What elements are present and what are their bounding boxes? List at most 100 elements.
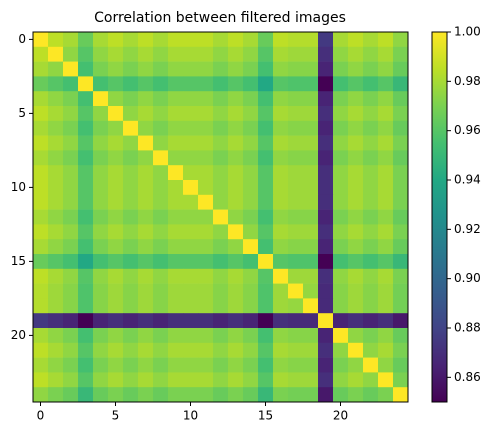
heatmap-cell bbox=[138, 180, 154, 196]
heatmap-cell bbox=[63, 239, 79, 255]
heatmap-cell bbox=[258, 254, 274, 270]
heatmap-cell bbox=[318, 313, 334, 329]
heatmap-cell bbox=[333, 61, 349, 77]
heatmap-cell bbox=[33, 239, 49, 255]
heatmap-cell bbox=[48, 165, 64, 181]
heatmap-cell bbox=[138, 342, 154, 358]
heatmap-cell bbox=[183, 342, 199, 358]
heatmap-cell bbox=[258, 61, 274, 77]
heatmap-cell bbox=[363, 165, 379, 181]
heatmap-cell bbox=[393, 180, 409, 196]
heatmap-cell bbox=[378, 268, 394, 284]
heatmap-cell bbox=[243, 239, 259, 255]
heatmap-cell bbox=[213, 239, 229, 255]
heatmap-cell bbox=[378, 254, 394, 270]
heatmap-cell bbox=[183, 61, 199, 77]
heatmap-cell bbox=[333, 283, 349, 299]
heatmap-cell bbox=[333, 268, 349, 284]
heatmap-cell bbox=[303, 342, 319, 358]
heatmap-cell bbox=[228, 342, 244, 358]
heatmap-cell bbox=[273, 283, 289, 299]
heatmap-cell bbox=[63, 372, 79, 388]
heatmap-cell bbox=[258, 46, 274, 62]
heatmap-cell bbox=[228, 209, 244, 225]
heatmap-cell bbox=[363, 328, 379, 344]
heatmap-cell bbox=[363, 268, 379, 284]
heatmap-cell bbox=[198, 120, 214, 136]
heatmap-cell bbox=[123, 387, 139, 403]
heatmap-cell bbox=[198, 46, 214, 62]
heatmap-cell bbox=[333, 46, 349, 62]
heatmap-cell bbox=[63, 209, 79, 225]
heatmap-cell bbox=[243, 328, 259, 344]
heatmap-cell bbox=[363, 180, 379, 196]
heatmap-cell bbox=[258, 224, 274, 240]
heatmap-cell bbox=[138, 209, 154, 225]
heatmap-cell bbox=[78, 165, 94, 181]
heatmap-cell bbox=[108, 180, 124, 196]
heatmap-cell bbox=[168, 298, 184, 314]
heatmap-cell bbox=[288, 342, 304, 358]
heatmap-cell bbox=[198, 61, 214, 77]
heatmap-cell bbox=[378, 46, 394, 62]
heatmap-cell bbox=[363, 209, 379, 225]
heatmap-cell bbox=[138, 76, 154, 92]
heatmap-cell bbox=[228, 239, 244, 255]
heatmap-cell bbox=[228, 298, 244, 314]
heatmap-cell bbox=[258, 209, 274, 225]
heatmap-cell bbox=[303, 135, 319, 151]
heatmap-cell bbox=[138, 32, 154, 48]
heatmap-cell bbox=[243, 32, 259, 48]
heatmap-cell bbox=[168, 328, 184, 344]
heatmap-cell bbox=[348, 372, 364, 388]
heatmap-cell bbox=[33, 120, 49, 136]
heatmap-cell bbox=[108, 239, 124, 255]
heatmap-cell bbox=[348, 357, 364, 373]
heatmap-cell bbox=[138, 224, 154, 240]
heatmap-cell bbox=[393, 46, 409, 62]
heatmap-cell bbox=[168, 165, 184, 181]
heatmap-cell bbox=[63, 135, 79, 151]
heatmap-cell bbox=[78, 313, 94, 329]
heatmap-cell bbox=[48, 239, 64, 255]
heatmap-cell bbox=[288, 313, 304, 329]
heatmap-cell bbox=[303, 224, 319, 240]
heatmap-cell bbox=[33, 357, 49, 373]
heatmap-cell bbox=[378, 313, 394, 329]
heatmap-cell bbox=[213, 91, 229, 107]
heatmap-cell bbox=[48, 342, 64, 358]
heatmap-cell bbox=[363, 32, 379, 48]
heatmap-cell bbox=[48, 283, 64, 299]
heatmap-cell bbox=[213, 328, 229, 344]
heatmap-cell bbox=[393, 239, 409, 255]
heatmap-cell bbox=[318, 372, 334, 388]
heatmap-cell bbox=[258, 283, 274, 299]
heatmap-cell bbox=[108, 357, 124, 373]
heatmap-cell bbox=[288, 254, 304, 270]
heatmap-cell bbox=[288, 224, 304, 240]
heatmap-cell bbox=[348, 91, 364, 107]
heatmap-cell bbox=[168, 120, 184, 136]
heatmap-cell bbox=[348, 61, 364, 77]
heatmap-cell bbox=[168, 357, 184, 373]
heatmap-cell bbox=[108, 76, 124, 92]
heatmap-cell bbox=[243, 313, 259, 329]
heatmap-cell bbox=[153, 298, 169, 314]
heatmap-cell bbox=[288, 46, 304, 62]
heatmap-cell bbox=[228, 283, 244, 299]
heatmap-cell bbox=[378, 387, 394, 403]
heatmap-cell bbox=[378, 372, 394, 388]
heatmap-cell bbox=[48, 268, 64, 284]
heatmap-cell bbox=[63, 194, 79, 210]
heatmap-cell bbox=[243, 150, 259, 166]
heatmap-cell bbox=[273, 239, 289, 255]
heatmap-cell bbox=[123, 165, 139, 181]
chart-title: Correlation between filtered images bbox=[94, 10, 346, 26]
heatmap-cell bbox=[303, 194, 319, 210]
heatmap-cell bbox=[318, 180, 334, 196]
heatmap-cell bbox=[363, 342, 379, 358]
heatmap-cell bbox=[243, 165, 259, 181]
heatmap-cell bbox=[273, 76, 289, 92]
heatmap-cell bbox=[348, 313, 364, 329]
heatmap-cell bbox=[348, 135, 364, 151]
